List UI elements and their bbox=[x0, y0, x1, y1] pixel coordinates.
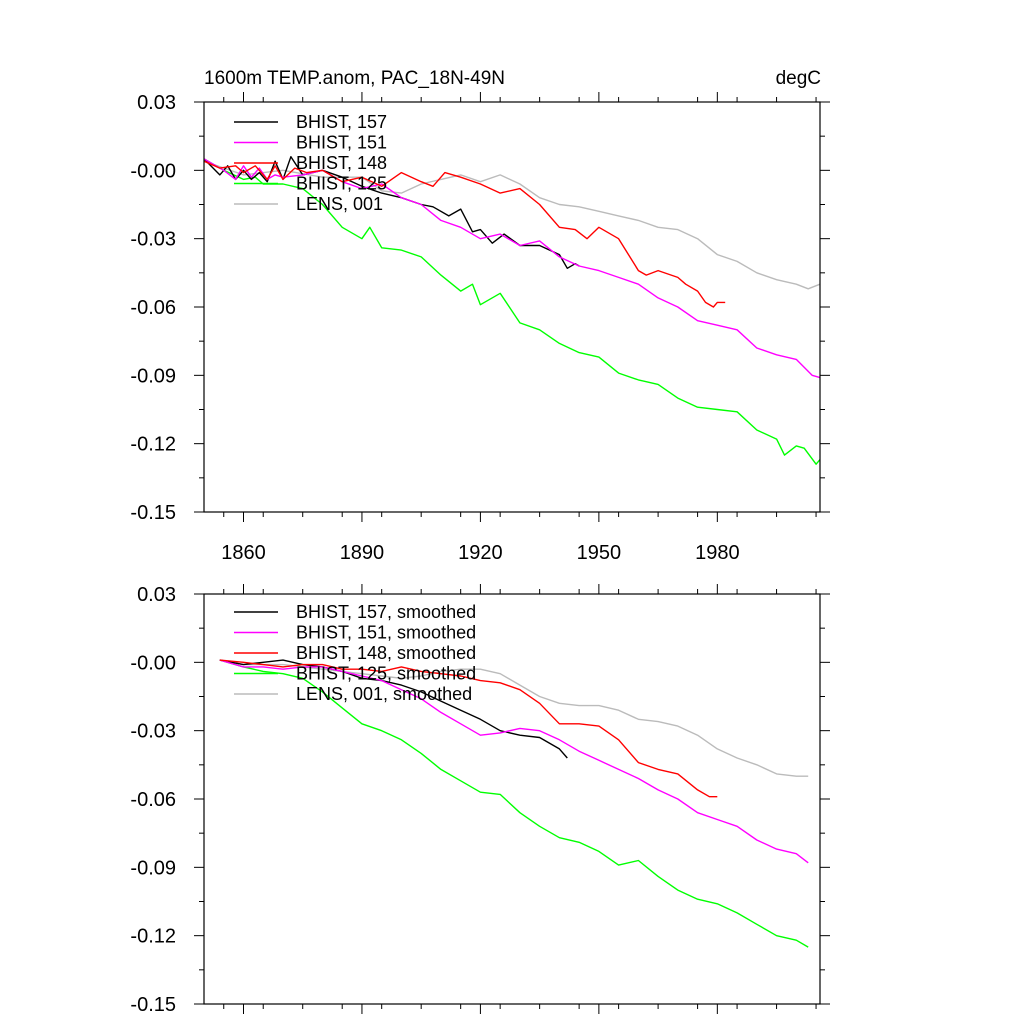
series-line bbox=[203, 155, 580, 269]
series-line bbox=[219, 659, 718, 798]
y-tick-label: -0.15 bbox=[130, 994, 176, 1016]
series-line bbox=[203, 160, 726, 308]
y-tick-label: -0.00 bbox=[130, 160, 176, 182]
y-tick-labels: 0.03 -0.00 -0.03 -0.06 -0.09 -0.12 -0.15 bbox=[130, 584, 176, 1016]
tick-marks bbox=[194, 92, 830, 522]
legend-entry: BHIST, 148, smoothed bbox=[296, 643, 476, 663]
legend-entry: BHIST, 151 bbox=[296, 133, 387, 153]
y-tick-label: -0.12 bbox=[130, 434, 176, 456]
y-tick-label: -0.00 bbox=[130, 652, 176, 674]
legend-entry: LENS, 001, smoothed bbox=[296, 684, 472, 704]
x-tick-label: 1920 bbox=[458, 542, 503, 564]
chart-title: 1600m TEMP.anom, PAC_18N-49N bbox=[204, 68, 505, 89]
plot-frame bbox=[203, 593, 821, 1005]
legend-entry: BHIST, 148 bbox=[296, 153, 387, 173]
y-tick-labels: 0.03 -0.00 -0.03 -0.06 -0.09 -0.12 -0.15 bbox=[130, 92, 176, 524]
y-tick-label: -0.15 bbox=[130, 502, 176, 524]
x-tick-label: 1860 bbox=[221, 542, 266, 564]
y-tick-label: -0.09 bbox=[130, 365, 176, 387]
series-lines bbox=[203, 155, 821, 465]
legend-entry: BHIST, 151, smoothed bbox=[296, 623, 476, 643]
y-tick-label: -0.03 bbox=[130, 229, 176, 251]
top-chart-panel: 1600m TEMP.anom, PAC_18N-49N degC 0.03 -0… bbox=[130, 68, 830, 564]
y-tick-label: -0.03 bbox=[130, 721, 176, 743]
x-tick-labels: 1860 1890 1920 1950 1980 bbox=[221, 542, 739, 564]
y-tick-label: 0.03 bbox=[137, 584, 176, 606]
legend-entry: LENS, 001 bbox=[296, 194, 383, 214]
legend-entry: BHIST, 157 bbox=[296, 112, 387, 132]
plot-frame bbox=[203, 101, 821, 513]
series-line bbox=[219, 659, 809, 864]
legend-entry: BHIST, 157, smoothed bbox=[296, 602, 476, 622]
tick-marks bbox=[194, 584, 830, 1014]
x-tick-label: 1890 bbox=[340, 542, 385, 564]
series-line bbox=[219, 659, 568, 759]
chart-units: degC bbox=[776, 68, 821, 89]
series-line bbox=[219, 659, 809, 948]
legend-entry: BHIST, 125 bbox=[296, 174, 387, 194]
series-line bbox=[203, 158, 821, 465]
bottom-chart-panel: 0.03 -0.00 -0.03 -0.06 -0.09 -0.12 -0.15 BHIST… bbox=[130, 584, 830, 1016]
series-lines bbox=[219, 659, 809, 948]
x-tick-label: 1980 bbox=[695, 542, 740, 564]
y-tick-label: -0.12 bbox=[130, 926, 176, 948]
legend-entry: BHIST, 125, smoothed bbox=[296, 664, 476, 684]
x-tick-label: 1950 bbox=[577, 542, 622, 564]
y-tick-label: 0.03 bbox=[137, 92, 176, 114]
y-tick-label: -0.06 bbox=[130, 789, 176, 811]
y-tick-label: -0.06 bbox=[130, 297, 176, 319]
series-line bbox=[203, 160, 821, 290]
y-tick-label: -0.09 bbox=[130, 857, 176, 879]
series-line bbox=[219, 659, 809, 777]
